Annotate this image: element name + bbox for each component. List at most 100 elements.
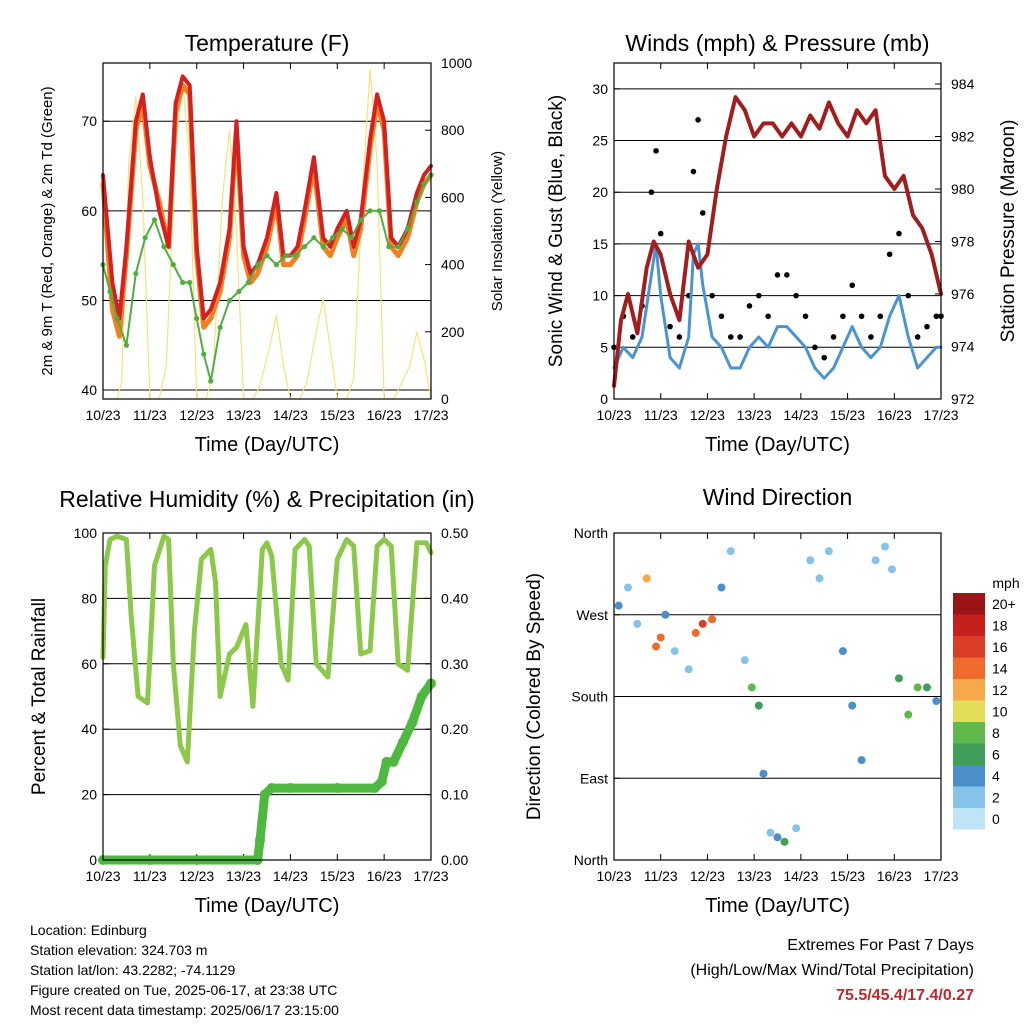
colorbar-swatch: [953, 722, 985, 744]
direction-xtick-label: 11/23: [644, 868, 678, 884]
direction-point: [652, 642, 661, 651]
winds-xtick-label: 13/23: [737, 407, 772, 423]
direction-point: [708, 615, 717, 624]
winds-y2tick-label: 982: [951, 129, 975, 145]
humidity-y2tick-label: 0.50: [441, 525, 468, 541]
direction-xlabel: Time (Day/UTC): [705, 895, 850, 917]
colorbar-label: 2: [992, 789, 1000, 805]
direction-point: [717, 583, 726, 592]
footer-created: Figure created on Tue, 2025-06-17, at 23…: [30, 982, 338, 998]
precipitation-point: [407, 717, 418, 728]
direction-point: [880, 542, 889, 551]
temperature-xtick-label: 12/23: [179, 407, 214, 423]
gust-point: [676, 334, 683, 340]
footer-latlon: Station lat/lon: 43.2282; -74.1129: [30, 962, 236, 978]
colorbar-label: 20+: [992, 596, 1016, 612]
winds-xtick-label: 14/23: [783, 407, 818, 423]
temperature-xtick-label: 14/23: [273, 407, 308, 423]
direction-plot-border: [613, 532, 942, 861]
winds-ytick-label: 25: [592, 133, 608, 149]
humidity-xtick-label: 10/23: [85, 868, 120, 884]
direction-point: [871, 556, 880, 565]
temperature-ytick-label: 40: [81, 382, 97, 398]
precipitation-point: [416, 691, 427, 702]
temperature-ytick-label: 50: [81, 292, 97, 308]
extremes-values: 75.5/45.4/17.4/0.27: [836, 987, 974, 1004]
temperature-ytick-label: 60: [81, 203, 97, 219]
direction-point: [922, 683, 931, 692]
winds-y2tick-label: 978: [951, 234, 975, 250]
gust-point: [886, 251, 893, 258]
temperature-xtick-label: 13/23: [226, 407, 261, 423]
winds-y2tick-label: 974: [951, 339, 975, 355]
temperature-xlabel: Time (Day/UTC): [195, 434, 340, 456]
colorbar-label: 14: [992, 660, 1008, 676]
direction-point: [759, 769, 768, 778]
colorbar-label: 16: [992, 639, 1008, 655]
gust-point: [896, 230, 902, 237]
precipitation-point: [266, 783, 277, 794]
winds-ylabel: Sonic Wind & Gust (Blue, Black): [546, 95, 567, 367]
temp-9m-line: [101, 74, 433, 321]
humidity-title: Relative Humidity (%) & Precipitation (i…: [59, 486, 474, 512]
winds-xtick-label: 12/23: [690, 407, 725, 423]
direction-ytick-label: South: [571, 689, 608, 705]
humidity-ytick-label: 20: [81, 787, 97, 803]
temperature-title: Temperature (F): [185, 30, 350, 56]
colorbar-swatch: [953, 593, 985, 615]
direction-point: [670, 647, 679, 656]
temperature-ytick-label: 70: [81, 113, 97, 129]
precipitation-point: [369, 783, 380, 794]
direction-point: [824, 547, 833, 556]
winds-ylabel-right: Station Pressure (Maroon): [998, 120, 1019, 343]
direction-xtick-label: 10/23: [596, 868, 631, 884]
direction-point: [894, 674, 903, 683]
humidity-y2tick-label: 0.40: [441, 590, 468, 606]
extremes-subtitle: (High/Low/Max Wind/Total Precipitation): [690, 962, 974, 979]
humidity-y2tick-label: 0.10: [441, 787, 468, 803]
gust-point: [905, 292, 912, 299]
gust-point: [737, 334, 743, 340]
colorbar-label: 10: [992, 703, 1008, 719]
direction-point: [766, 828, 775, 837]
humidity-xtick-label: 15/23: [320, 868, 355, 884]
temperature-ylabel: 2m & 9m T (Red, Orange) & 2m Td (Green): [39, 86, 56, 375]
direction-ytick-label: North: [574, 852, 608, 868]
station-pressure-line: [612, 95, 943, 388]
humidity-ytick-label: 80: [81, 590, 97, 606]
relative-humidity-line: [100, 533, 434, 765]
gust-point: [784, 272, 790, 278]
direction-point: [656, 633, 665, 642]
winds-xtick-label: 15/23: [830, 407, 865, 423]
sonic-wind-line: [612, 242, 943, 380]
temperature-y2tick-label: 800: [441, 122, 465, 138]
direction-point: [806, 556, 815, 565]
humidity-ytick-label: 40: [81, 721, 97, 737]
direction-point: [848, 701, 857, 710]
gust-point: [849, 282, 856, 289]
winds-panel: Winds (mph) & Pressure (mb) 0 5 10 15 20 25 30 9…: [546, 30, 1019, 456]
colorbar-swatch: [953, 808, 985, 830]
colorbar-swatch: [953, 786, 985, 808]
colorbar-label: 12: [992, 682, 1008, 698]
gust-point: [802, 313, 809, 320]
winds-xtick-label: 10/23: [596, 407, 631, 423]
humidity-xlabel: Time (Day/UTC): [195, 895, 340, 917]
gust-point: [699, 210, 706, 216]
extremes-block: Extremes For Past 7 Days (High/Low/Max W…: [690, 933, 974, 1008]
winds-ytick-label: 0: [600, 391, 608, 407]
gust-point: [877, 313, 884, 320]
footer-elevation: Station elevation: 324.703 m: [30, 942, 208, 958]
direction-point: [780, 837, 789, 846]
direction-ytick-label: East: [580, 770, 608, 786]
humidity-xtick-label: 16/23: [367, 868, 402, 884]
gust-point: [653, 148, 659, 154]
direction-point: [857, 756, 866, 765]
winds-xtick-label: 17/23: [923, 407, 958, 423]
precipitation-point: [381, 756, 392, 767]
colorbar-swatch: [953, 614, 985, 636]
gust-point: [629, 334, 636, 340]
humidity-xtick-label: 11/23: [133, 868, 167, 884]
gust-point: [709, 292, 715, 299]
precipitation-point: [285, 783, 296, 794]
